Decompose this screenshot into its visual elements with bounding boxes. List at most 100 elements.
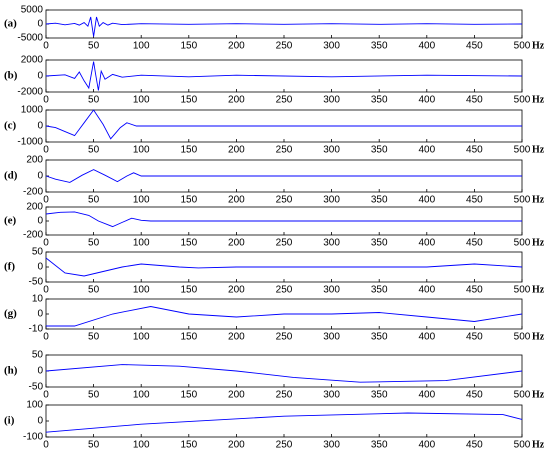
x-tick-label: 500 [514, 440, 531, 451]
x-tick-label: 50 [88, 195, 100, 206]
x-tick-label: 100 [133, 195, 150, 206]
x-tick-label: 300 [323, 41, 340, 52]
signal-line [45, 61, 523, 91]
x-axis-label: Hz [532, 237, 545, 248]
x-tick-label: 500 [514, 41, 531, 52]
y-tick-label: 0 [37, 71, 43, 82]
y-tick-label: 0 [37, 121, 43, 132]
y-tick-label: 0 [37, 262, 43, 273]
x-tick-label: 150 [180, 195, 197, 206]
signal-line [45, 169, 522, 183]
x-axis-label: Hz [532, 40, 545, 51]
x-tick-label: 50 [88, 285, 100, 296]
y-tick-label: -50 [29, 382, 44, 393]
x-tick-label: 0 [43, 238, 49, 249]
panel-label: (a) [4, 18, 17, 30]
x-tick-label: 150 [180, 332, 197, 343]
x-tick-label: 450 [466, 41, 483, 52]
x-tick-label: 0 [43, 440, 49, 451]
panel-label: (c) [4, 120, 17, 132]
panel-label: (d) [4, 170, 18, 182]
x-tick-label: 400 [418, 332, 435, 343]
signal-line [45, 16, 523, 37]
x-tick-label: 500 [514, 332, 531, 343]
y-tick-label: -50 [29, 277, 44, 288]
x-tick-label: 500 [514, 238, 531, 249]
y-tick-label: -100 [23, 432, 43, 443]
y-tick-label: 100 [26, 400, 43, 411]
x-tick-label: 300 [323, 390, 340, 401]
x-tick-label: 400 [418, 285, 435, 296]
x-tick-label: 350 [371, 238, 388, 249]
signal-line [45, 412, 523, 433]
y-tick-label: 0 [37, 416, 43, 427]
signal-line [45, 211, 522, 228]
x-tick-label: 300 [323, 145, 340, 156]
x-tick-label: 100 [133, 145, 150, 156]
panel-label: (i) [4, 415, 15, 427]
x-tick-label: 200 [228, 440, 245, 451]
x-tick-label: 100 [133, 332, 150, 343]
x-tick-label: 200 [228, 332, 245, 343]
x-tick-label: 350 [371, 332, 388, 343]
x-tick-label: 0 [43, 332, 49, 343]
x-tick-label: 150 [180, 440, 197, 451]
panel-label: (b) [4, 70, 18, 82]
x-tick-label: 450 [466, 145, 483, 156]
x-tick-label: 50 [88, 332, 100, 343]
x-axis-label: Hz [532, 144, 545, 155]
y-tick-label: -200 [23, 230, 43, 241]
x-tick-label: 200 [228, 41, 245, 52]
x-tick-label: 450 [466, 440, 483, 451]
y-tick-label: -2000 [17, 87, 43, 98]
x-tick-label: 350 [371, 95, 388, 106]
x-tick-label: 350 [371, 440, 388, 451]
x-tick-label: 100 [133, 390, 150, 401]
plot-frame [45, 354, 523, 388]
x-tick-label: 0 [43, 285, 49, 296]
x-tick-label: 300 [323, 195, 340, 206]
x-tick-label: 250 [276, 145, 293, 156]
x-tick-label: 150 [180, 390, 197, 401]
x-tick-label: 200 [228, 195, 245, 206]
y-tick-label: 0 [37, 19, 43, 30]
panel-label: (h) [4, 365, 18, 377]
y-tick-label: -5000 [17, 33, 43, 44]
x-tick-label: 100 [133, 41, 150, 52]
panel-label: (e) [4, 215, 17, 227]
x-tick-label: 200 [228, 390, 245, 401]
x-axis-label: Hz [532, 389, 545, 400]
y-tick-label: 0 [37, 171, 43, 182]
x-tick-label: 150 [180, 145, 197, 156]
x-tick-label: 150 [180, 41, 197, 52]
x-tick-label: 150 [180, 285, 197, 296]
y-tick-label: 50 [32, 247, 44, 258]
y-tick-label: 10 [32, 294, 44, 305]
x-tick-label: 350 [371, 41, 388, 52]
y-tick-label: 1000 [21, 105, 44, 116]
x-axis-label: Hz [532, 194, 545, 205]
x-tick-label: 350 [371, 390, 388, 401]
x-tick-label: 200 [228, 95, 245, 106]
x-tick-label: 300 [323, 440, 340, 451]
x-tick-label: 300 [323, 238, 340, 249]
x-tick-label: 350 [371, 195, 388, 206]
x-tick-label: 350 [371, 145, 388, 156]
y-tick-label: 200 [26, 155, 43, 166]
x-tick-label: 250 [276, 238, 293, 249]
y-tick-label: -10 [29, 324, 44, 335]
x-tick-label: 0 [43, 95, 49, 106]
x-axis-label: Hz [532, 439, 545, 450]
x-tick-label: 250 [276, 332, 293, 343]
y-tick-label: 5000 [21, 5, 44, 16]
y-tick-label: 0 [37, 309, 43, 320]
x-tick-label: 200 [228, 145, 245, 156]
x-tick-label: 450 [466, 285, 483, 296]
x-tick-label: 400 [418, 390, 435, 401]
x-tick-label: 50 [88, 390, 100, 401]
x-tick-label: 100 [133, 95, 150, 106]
x-axis-label: Hz [532, 331, 545, 342]
x-tick-label: 300 [323, 285, 340, 296]
panel-label: (f) [4, 261, 15, 273]
